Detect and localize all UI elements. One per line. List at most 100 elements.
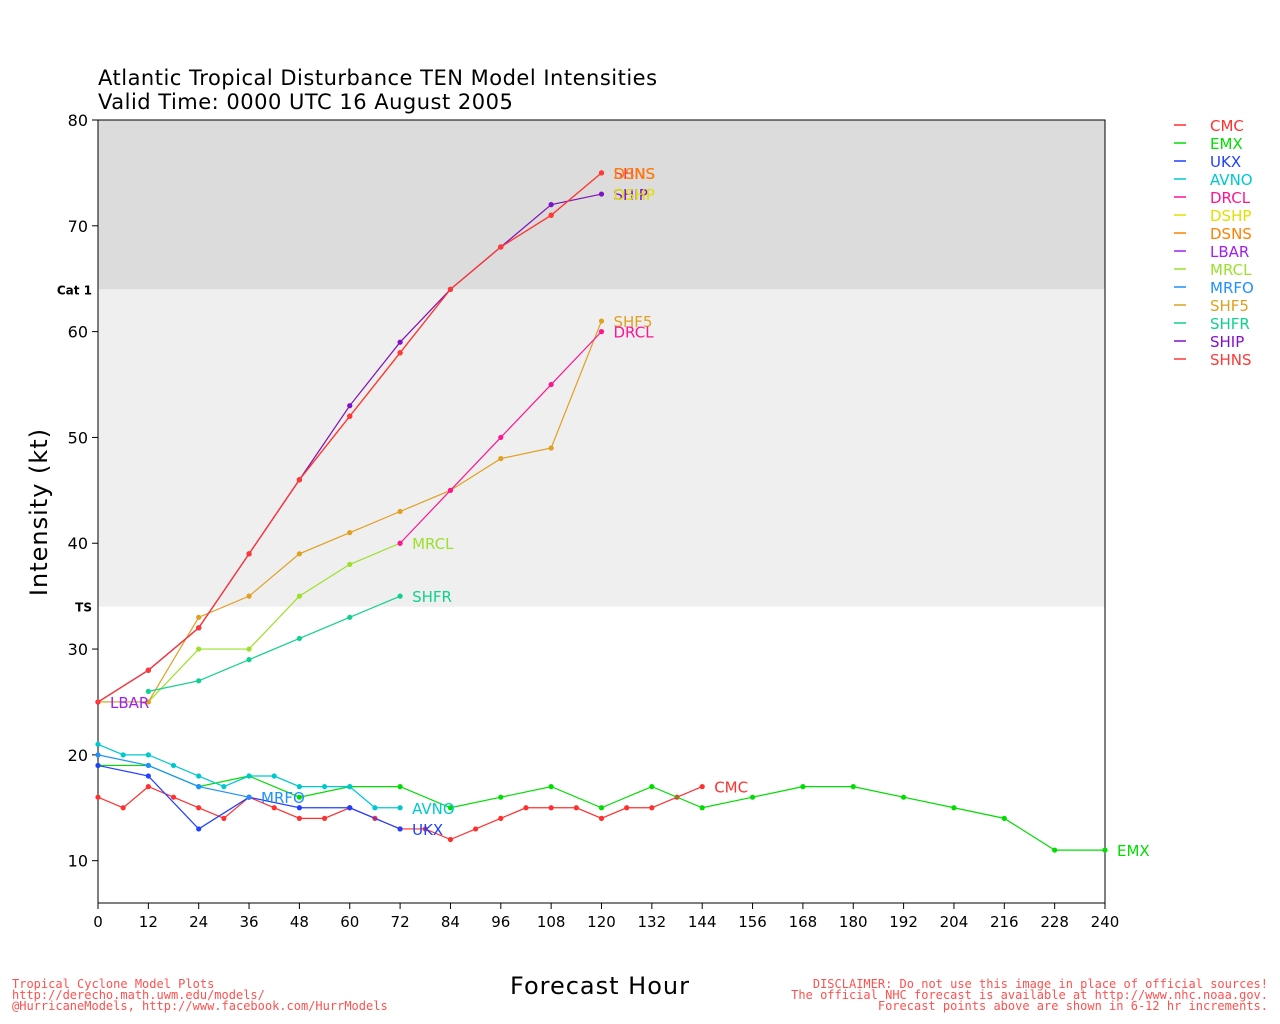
data-point bbox=[523, 805, 529, 811]
footer-right-line-3: Forecast points above are shown in 6-12 … bbox=[877, 999, 1268, 1013]
legend-entry-shns: SHNS bbox=[1210, 351, 1252, 369]
x-tick-label: 228 bbox=[1040, 913, 1069, 931]
series-shfr bbox=[145, 593, 403, 694]
data-point bbox=[120, 752, 126, 758]
data-point bbox=[246, 657, 252, 663]
data-point bbox=[598, 318, 605, 324]
data-point bbox=[347, 805, 353, 811]
data-point bbox=[145, 773, 151, 779]
series-mrfo bbox=[95, 752, 252, 800]
end-label-shfr: SHFR bbox=[412, 588, 452, 606]
x-tick-label: 192 bbox=[889, 913, 918, 931]
data-point bbox=[347, 561, 353, 568]
data-point bbox=[246, 794, 252, 800]
data-point bbox=[246, 773, 252, 779]
end-label-shf5: SHF5 bbox=[614, 313, 653, 331]
data-point bbox=[598, 329, 605, 335]
data-point bbox=[397, 826, 403, 832]
data-point bbox=[447, 487, 454, 493]
end-label-drcl: DRCL bbox=[614, 324, 655, 342]
x-tick-label: 144 bbox=[688, 913, 717, 931]
x-tick-label: 0 bbox=[93, 913, 103, 931]
legend-entry-lbar: LBAR bbox=[1210, 243, 1249, 261]
data-point bbox=[573, 805, 579, 811]
data-point bbox=[347, 403, 353, 409]
series-cmc bbox=[95, 784, 705, 843]
band-label-ts: TS bbox=[75, 601, 92, 615]
data-point bbox=[624, 805, 630, 811]
legend-entry-emx: EMX bbox=[1210, 135, 1243, 153]
data-point bbox=[699, 784, 705, 790]
band-cat-1 bbox=[98, 120, 1105, 290]
x-tick-label: 36 bbox=[240, 913, 259, 931]
end-label-cmc: CMC bbox=[714, 779, 748, 797]
data-point bbox=[271, 805, 277, 811]
data-point bbox=[397, 784, 403, 790]
legend-entry-avno: AVNO bbox=[1210, 171, 1253, 189]
data-point bbox=[498, 455, 504, 462]
chart-subtitle: Valid Time: 0000 UTC 16 August 2005 bbox=[98, 90, 514, 114]
footer-left-line-3: @HurricaneModels, http://www.facebook.co… bbox=[12, 999, 388, 1013]
y-tick-label: 50 bbox=[68, 428, 88, 447]
band-ts bbox=[98, 289, 1105, 607]
data-point bbox=[196, 614, 202, 620]
data-point bbox=[95, 699, 101, 705]
legend-entry-shfr: SHFR bbox=[1210, 315, 1250, 333]
data-point bbox=[145, 688, 151, 694]
data-point bbox=[196, 678, 202, 684]
series-drcl-late- bbox=[397, 329, 605, 546]
data-point bbox=[548, 805, 554, 811]
data-point bbox=[347, 614, 353, 620]
data-point bbox=[196, 773, 202, 779]
data-point bbox=[901, 794, 907, 800]
data-point bbox=[498, 434, 504, 441]
x-tick-label: 48 bbox=[290, 913, 309, 931]
end-label-ukx: UKX bbox=[412, 821, 443, 839]
data-point bbox=[951, 805, 957, 811]
x-tick-label: 240 bbox=[1091, 913, 1120, 931]
data-point bbox=[422, 826, 428, 832]
footer-left-line-2: http://derecho.math.uwm.edu/models/ bbox=[12, 988, 265, 1002]
data-point bbox=[296, 815, 302, 821]
data-point bbox=[548, 202, 554, 208]
legend-entry-ukx: UKX bbox=[1210, 153, 1241, 171]
x-axis-label: Forecast Hour bbox=[510, 972, 690, 1000]
data-point bbox=[850, 784, 856, 790]
series-line bbox=[97, 785, 703, 841]
x-tick-label: 96 bbox=[491, 913, 510, 931]
x-tick-label: 60 bbox=[340, 913, 359, 931]
data-point bbox=[321, 784, 328, 790]
data-point bbox=[246, 646, 252, 652]
end-label-dshp: DSHP bbox=[614, 186, 655, 204]
footer-left: Tropical Cyclone Model Plots http://derec… bbox=[12, 978, 388, 1013]
end-label-mrfo: MRFO bbox=[261, 789, 305, 807]
band-label-cat-1: Cat 1 bbox=[57, 283, 92, 297]
data-point bbox=[347, 530, 353, 536]
data-point bbox=[95, 762, 101, 769]
data-point bbox=[246, 551, 252, 557]
data-point bbox=[548, 445, 554, 451]
y-axis-label: Intensity (kt) bbox=[25, 428, 53, 596]
x-tick-label: 180 bbox=[839, 913, 868, 931]
data-point bbox=[196, 625, 202, 631]
data-point bbox=[548, 212, 554, 218]
x-tick-label: 12 bbox=[139, 913, 158, 931]
data-point bbox=[271, 773, 277, 779]
y-tick-label: 60 bbox=[68, 323, 88, 342]
data-point bbox=[296, 805, 302, 811]
x-tick-label: 132 bbox=[638, 913, 667, 931]
series-shf5 bbox=[95, 318, 605, 705]
x-tick-label: 108 bbox=[537, 913, 566, 931]
x-tick-label: 168 bbox=[789, 913, 818, 931]
data-point bbox=[598, 170, 605, 176]
x-tick-label: 84 bbox=[441, 913, 460, 931]
footer-right: DISCLAIMER: Do not use this image in pla… bbox=[791, 978, 1268, 1013]
end-label-ship: SHIP bbox=[614, 186, 648, 204]
data-point bbox=[498, 244, 504, 250]
data-point bbox=[95, 741, 101, 747]
data-point bbox=[800, 784, 806, 790]
data-point bbox=[170, 794, 177, 800]
series-line bbox=[97, 754, 250, 798]
data-point bbox=[221, 784, 227, 790]
data-point bbox=[372, 805, 378, 811]
